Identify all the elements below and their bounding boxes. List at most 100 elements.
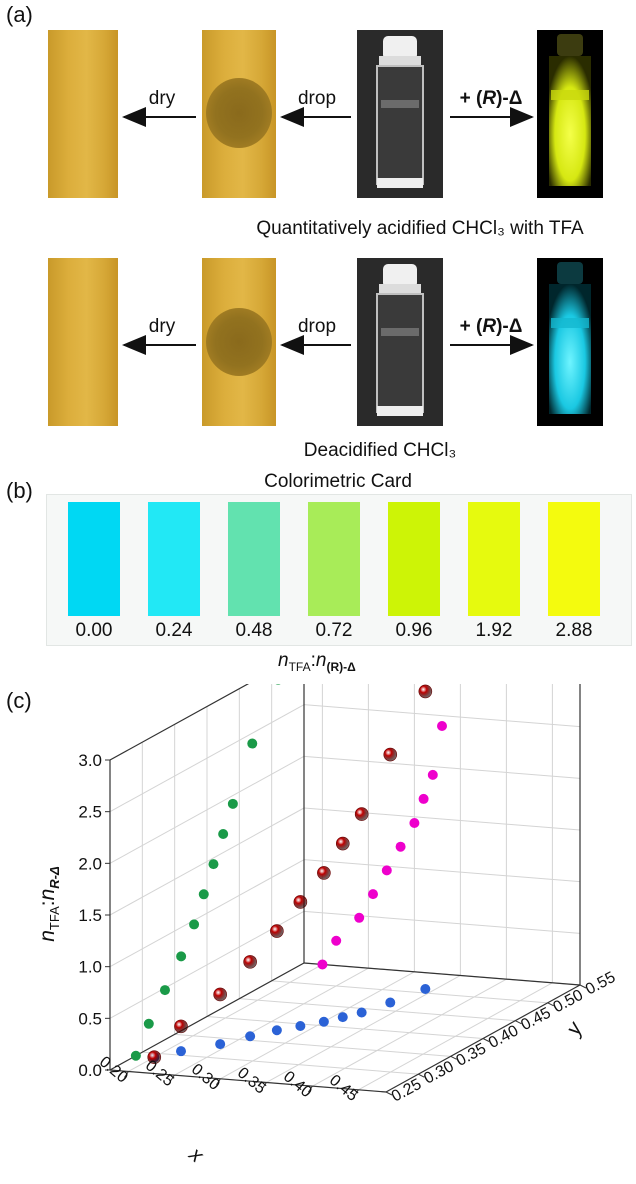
- cuvette-illustration-2: [376, 264, 424, 416]
- data-point: [317, 866, 331, 880]
- color-swatch: [308, 502, 360, 616]
- dry-label-row1: dry: [148, 88, 176, 109]
- data-point: [335, 836, 350, 851]
- add-reagent-label-row1: + (R)-Δ: [444, 88, 538, 110]
- x-tick-label: 0.35: [234, 1064, 269, 1097]
- dry-label-row2: dry: [148, 316, 176, 337]
- add-R: R: [482, 88, 497, 109]
- add-reagent-label-row2: + (R)-Δ: [444, 316, 538, 338]
- y-tick-label: 0.30: [421, 1058, 457, 1088]
- x-tick: [307, 1085, 313, 1093]
- xz-projection-point: [368, 889, 378, 900]
- color-swatch: [148, 502, 200, 616]
- drop-label-row1: drop: [297, 88, 337, 109]
- yz-projection-point: [218, 828, 229, 839]
- y-tick: [482, 1038, 490, 1042]
- emission-cuvette-photo-yellow: [537, 30, 603, 198]
- x-axis-title: x: [184, 1142, 209, 1168]
- yz-projection-point: [130, 1050, 141, 1061]
- z-axis-title: nTFA:nR-Δ: [36, 866, 62, 942]
- data-point: [418, 684, 433, 699]
- y-tick-label: 0.40: [486, 1022, 522, 1052]
- data-point: [383, 747, 398, 762]
- axis-layer: [105, 684, 587, 1097]
- data-point: [293, 895, 308, 909]
- axis-edge: [109, 1069, 387, 1093]
- swatch-value-label: 0.96: [395, 620, 433, 641]
- xz-projection-point: [437, 721, 447, 731]
- x-tick-label: 0.30: [188, 1061, 223, 1094]
- add-suffix: )-Δ: [496, 88, 523, 109]
- x-tick-label: 0.40: [280, 1068, 315, 1101]
- add-R-2: R: [482, 316, 497, 337]
- 3d-scatter-chart: 0.00.51.01.52.02.53.00.20 0.25 0.30 0.35 0.4…: [36, 684, 619, 1168]
- gridline: [109, 704, 305, 813]
- x-tick: [353, 1089, 359, 1097]
- y-tick: [418, 1073, 425, 1078]
- xz-projection-point: [418, 793, 429, 804]
- x-tick: [215, 1078, 221, 1086]
- axis-colon: :: [310, 650, 316, 671]
- swatch-value-label: 0.72: [315, 620, 353, 641]
- yellow-emission-illustration: [549, 34, 591, 186]
- colorimetric-axis-label: nTFA:n(R)-Δ: [278, 650, 438, 674]
- xy-projection-point: [337, 1012, 348, 1023]
- dropped-strip-photo-2: [202, 258, 276, 426]
- colorimetric-card-title: Colorimetric Card: [264, 471, 412, 492]
- x-tick-label: 0.45: [326, 1072, 361, 1105]
- y-tick-label: 0.55: [583, 969, 619, 999]
- gridline: [142, 1051, 419, 1075]
- y-tick: [385, 1091, 393, 1096]
- panel-c-label: (c): [6, 688, 32, 713]
- data-point: [243, 955, 257, 969]
- xz-projection-point: [409, 818, 420, 828]
- cuvette-photo-2: [357, 258, 443, 426]
- gridline: [239, 998, 516, 1022]
- z-tick-label: 0.0: [78, 1061, 102, 1080]
- dried-strip-photo: [48, 30, 118, 198]
- xy-projection-point: [245, 1031, 256, 1042]
- drop-spot-2: [206, 308, 272, 376]
- dried-strip-photo-2: [48, 258, 118, 426]
- panel-b-label: (b): [6, 478, 33, 503]
- gridline: [174, 1033, 451, 1057]
- swatch-value-label: 0.48: [235, 620, 273, 641]
- gridline: [109, 755, 305, 864]
- y-axis-title: y: [561, 1017, 588, 1041]
- yz-projection-point: [208, 859, 219, 870]
- xy-projection-point: [420, 984, 431, 994]
- row2-arrows: [122, 335, 534, 355]
- xy-projection-point: [295, 1020, 306, 1031]
- x-tick: [123, 1071, 129, 1078]
- xy-projection-point: [176, 1046, 186, 1057]
- swatch-value-label: 0.00: [75, 620, 113, 641]
- y-tick-label: 0.35: [454, 1040, 490, 1070]
- axis-n: n: [278, 650, 289, 671]
- color-swatch: [68, 502, 120, 616]
- yz-projection-point: [275, 684, 281, 685]
- xz-projection-point: [331, 935, 342, 946]
- gridline: [303, 859, 581, 883]
- xy-projection-point: [318, 1016, 329, 1027]
- axis-tfa: TFA: [288, 659, 311, 674]
- swatch-value-label: 2.88: [555, 620, 593, 641]
- xz-projection-point: [317, 959, 328, 970]
- gridline: [109, 859, 305, 968]
- gridline: [109, 807, 305, 916]
- gridline: [303, 807, 581, 831]
- caption-row2: Deacidified CHCl₃: [303, 440, 457, 461]
- xz-projection-point: [395, 841, 406, 852]
- data-point: [213, 987, 227, 1002]
- z-tick-label: 1.0: [78, 958, 102, 977]
- data-point: [147, 1050, 162, 1065]
- z-tick-label: 0.5: [78, 1009, 102, 1028]
- xz-projection-point: [354, 912, 365, 923]
- axis-edge: [109, 684, 250, 761]
- color-swatch: [548, 502, 600, 616]
- x-tick-label: 0.25: [142, 1057, 177, 1090]
- y-tick: [547, 1002, 554, 1007]
- data-point: [174, 1019, 188, 1034]
- cuvette-photo: [357, 30, 443, 198]
- data-point: [354, 807, 369, 821]
- swatch-value-label: 1.92: [475, 620, 513, 641]
